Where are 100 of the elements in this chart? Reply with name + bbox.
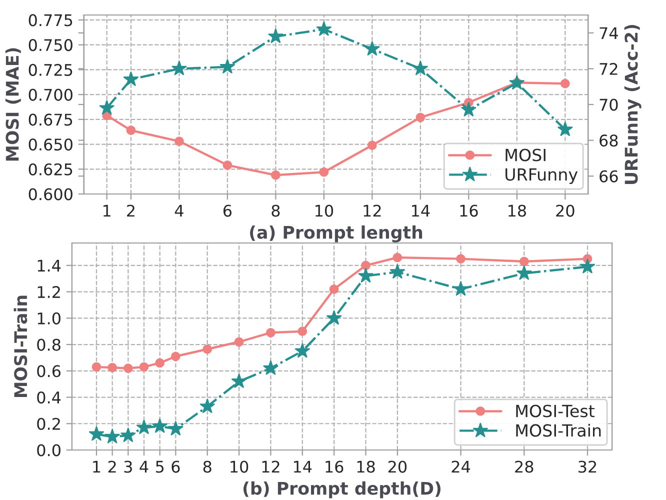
y2-tick-label: 70	[600, 98, 618, 111]
point	[392, 252, 402, 262]
y-tick-label: 0.750	[28, 39, 72, 52]
x-tick-label: 6	[223, 204, 232, 217]
y2-tick-label: 66	[600, 170, 618, 182]
point	[220, 58, 236, 74]
point	[222, 160, 232, 170]
y2-tick-label: 68	[600, 134, 618, 147]
point	[361, 260, 370, 270]
x-tick-label: 16	[326, 460, 344, 473]
y-tick-label: 0.600	[28, 188, 72, 200]
point	[231, 373, 247, 388]
y-tick-label: 0.700	[28, 88, 72, 101]
point	[509, 74, 525, 90]
point	[560, 78, 570, 88]
x-tick-label: 12	[364, 204, 381, 217]
point	[364, 40, 380, 56]
legend-label: MOSI-Train	[516, 424, 601, 437]
x-tick-label: 14	[294, 460, 312, 473]
y-tick-label: 0.4	[37, 391, 61, 404]
y-tick-label: 0.725	[28, 64, 72, 76]
point	[271, 170, 280, 180]
x-tick-label: 1	[104, 204, 110, 217]
point	[460, 102, 476, 117]
y-tick-label: 0.675	[28, 114, 72, 126]
point	[108, 362, 118, 372]
x-axis-title: (b) Prompt depth(D)	[243, 481, 440, 498]
x-tick-label: 2	[127, 204, 134, 217]
point	[168, 420, 184, 436]
legend-label: MOSI-Test	[516, 404, 594, 418]
x-tick-label: 12	[262, 460, 280, 473]
y-tick-label: 1.0	[38, 312, 60, 324]
point	[580, 258, 596, 274]
point	[416, 112, 426, 122]
point	[453, 280, 469, 296]
point	[139, 362, 149, 372]
point	[316, 21, 332, 36]
x-tick-label: 4	[174, 204, 184, 217]
point	[390, 264, 406, 279]
point	[99, 100, 115, 115]
point	[456, 254, 466, 264]
x-tick-label: 24	[452, 460, 470, 473]
point	[262, 360, 278, 375]
x-tick-label: 16	[460, 204, 478, 217]
y-tick-label: 0.2	[37, 418, 60, 430]
x-tick-label: 18	[357, 460, 375, 473]
y-tick-label: 0.625	[28, 163, 72, 176]
x-tick-label: 10	[230, 460, 248, 473]
x-tick-label: 20	[388, 460, 407, 473]
x-tick-label: 28	[515, 460, 534, 473]
point	[298, 326, 308, 336]
y-tick-label: 1.4	[38, 260, 61, 272]
point	[412, 60, 428, 76]
point	[152, 418, 168, 433]
point	[171, 60, 187, 76]
x-tick-label: 8	[203, 460, 212, 473]
point	[123, 71, 139, 86]
x-tick-label: 10	[316, 204, 334, 217]
point	[367, 140, 377, 150]
y-tick-label: 0.775	[28, 14, 72, 26]
point	[266, 328, 276, 338]
point	[155, 358, 165, 368]
point	[268, 28, 284, 44]
point	[170, 352, 180, 362]
point	[319, 167, 329, 177]
x-tick-label: 4	[140, 460, 148, 473]
point	[202, 344, 212, 354]
point	[516, 265, 532, 280]
point	[174, 136, 184, 146]
x-tick-label: 18	[508, 204, 526, 217]
y-axis-title: MOSI (MAE)	[5, 48, 21, 161]
y2-tick-label: 72	[600, 62, 618, 75]
x-tick-label: 1	[93, 460, 100, 473]
x-tick-label: 14	[412, 204, 430, 217]
point	[92, 362, 102, 372]
point	[234, 337, 244, 347]
legend-label: MOSI	[506, 148, 546, 162]
x-tick-label: 2	[108, 460, 116, 473]
point	[88, 426, 104, 441]
point	[120, 427, 136, 442]
point	[123, 364, 133, 373]
y-tick-label: 1.2	[38, 286, 60, 298]
point	[200, 398, 216, 414]
x-tick-label: 3	[124, 460, 132, 473]
x-tick-label: 8	[272, 204, 280, 217]
x-tick-label: 20	[556, 204, 574, 217]
y-tick-label: 0.0	[37, 444, 60, 456]
x-tick-label: 5	[156, 460, 164, 473]
point	[519, 256, 529, 266]
point	[326, 310, 342, 325]
point	[329, 284, 339, 294]
legend-label: URFunny	[506, 168, 578, 184]
point	[557, 121, 573, 136]
x-axis-title: (a) Prompt length	[250, 225, 422, 242]
x-tick-label: 6	[172, 460, 180, 473]
y-axis-title: MOSI-Train	[14, 296, 28, 397]
x-tick-label: 32	[578, 460, 596, 473]
point	[104, 428, 120, 444]
y-tick-label: 0.6	[37, 365, 61, 378]
point	[136, 419, 152, 434]
